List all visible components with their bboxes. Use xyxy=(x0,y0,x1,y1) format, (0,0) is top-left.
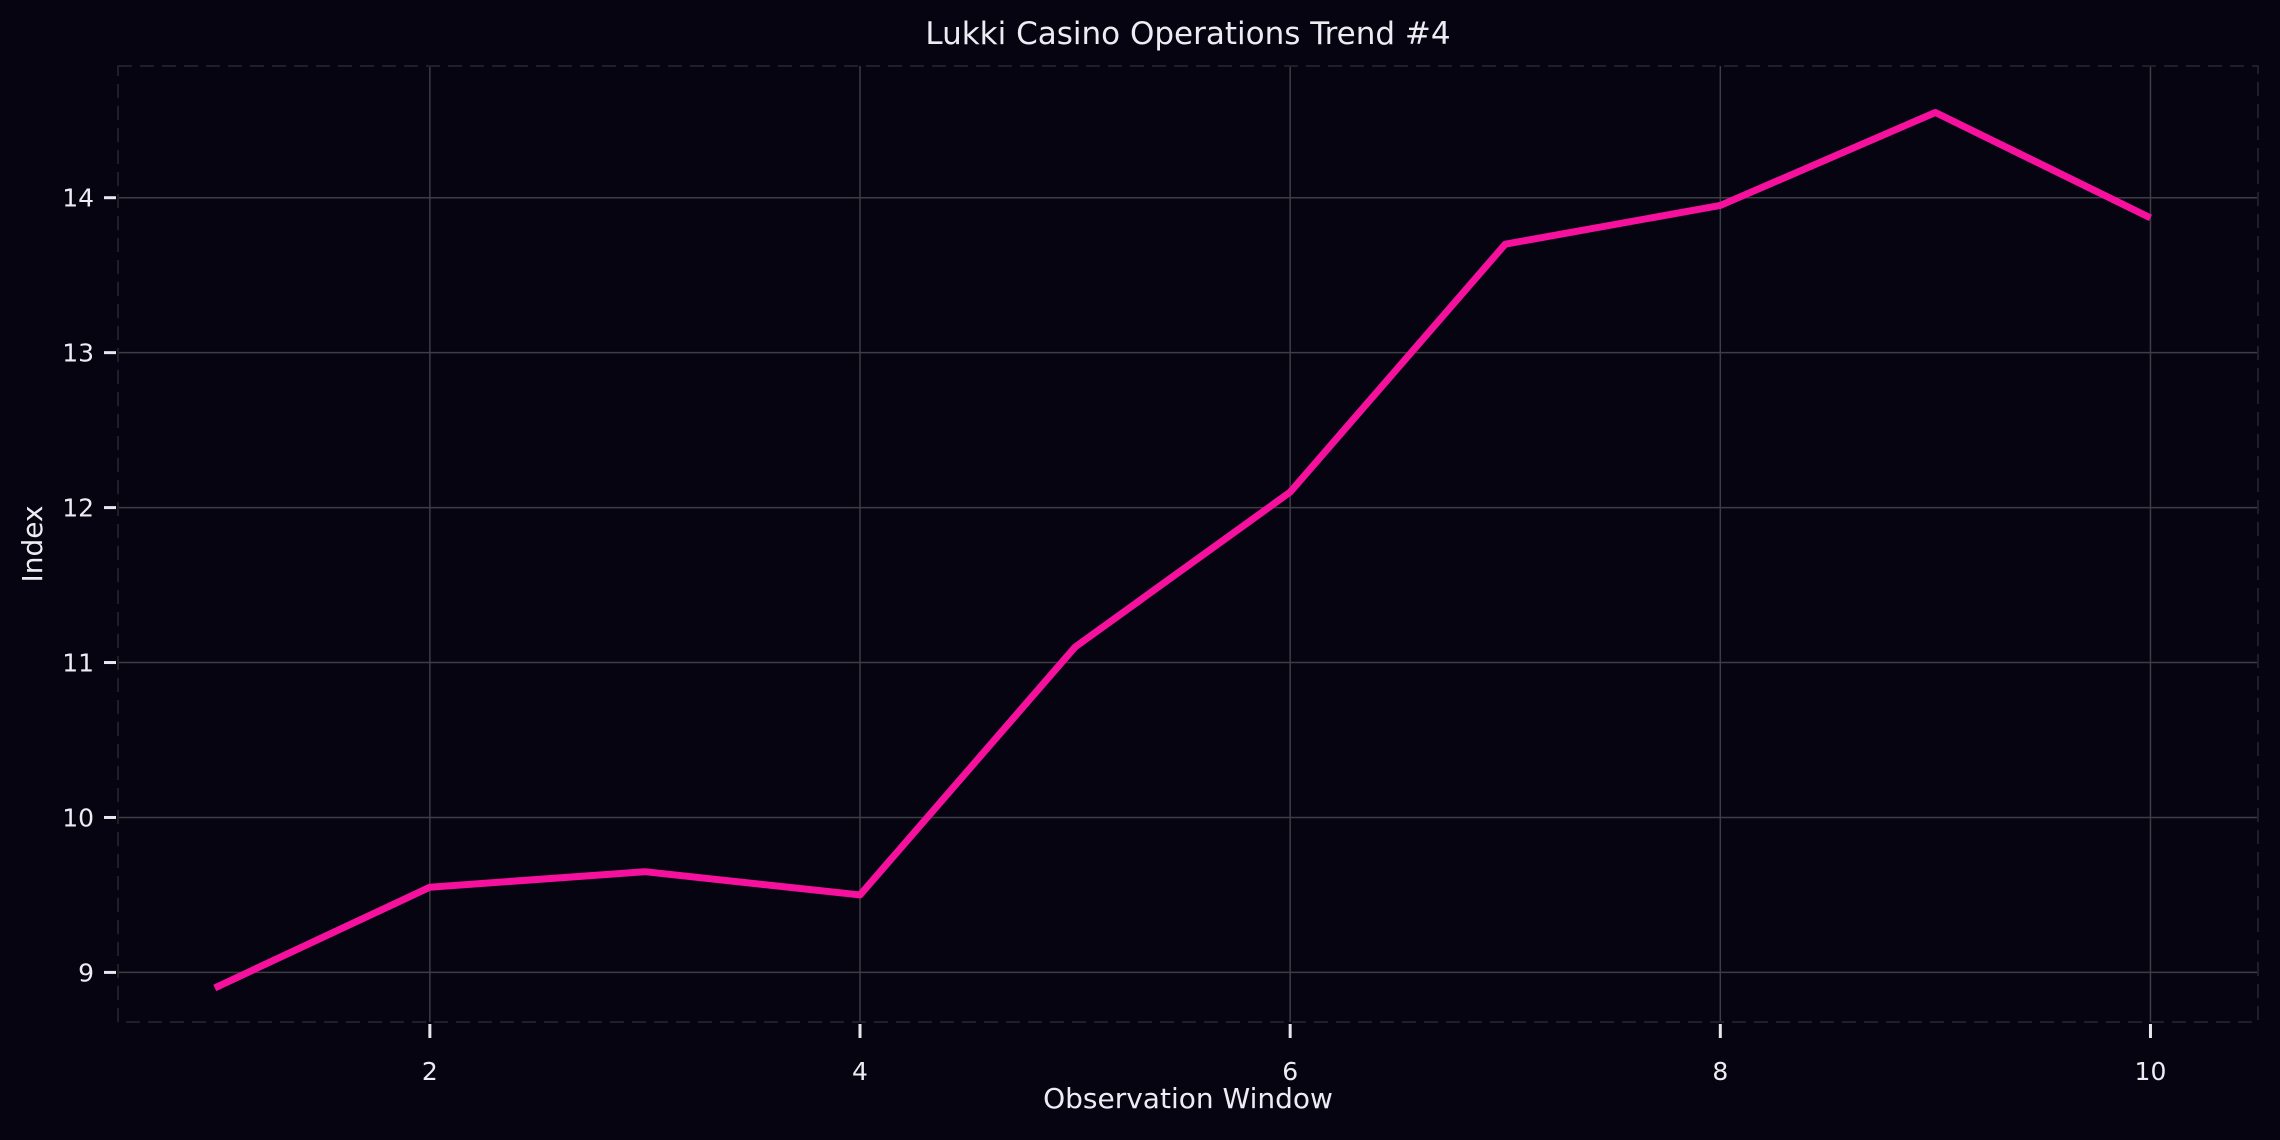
y-tick-label: 9 xyxy=(78,958,94,987)
x-tick-label: 4 xyxy=(852,1057,868,1086)
chart-title: Lukki Casino Operations Trend #4 xyxy=(925,16,1450,52)
y-tick-label: 13 xyxy=(62,339,94,368)
y-tick-label: 10 xyxy=(62,803,94,832)
y-tick-labels: 9 10 11 12 13 14 xyxy=(62,184,94,988)
x-tick-label: 2 xyxy=(422,1057,438,1086)
x-tick-label: 8 xyxy=(1712,1057,1728,1086)
data-line xyxy=(213,108,2153,992)
plot-border xyxy=(117,65,2259,1023)
y-tick-label: 11 xyxy=(62,649,94,678)
x-axis-label: Observation Window xyxy=(1043,1082,1333,1115)
axis-tick-marks xyxy=(104,196,2152,1038)
y-axis-label: Index xyxy=(16,505,49,582)
y-tick-label: 12 xyxy=(62,494,94,523)
gridlines xyxy=(118,66,2258,1022)
x-tick-labels: 2 4 6 8 10 xyxy=(422,1057,2166,1086)
x-tick-label: 6 xyxy=(1282,1057,1298,1086)
y-tick-label: 14 xyxy=(62,184,94,213)
x-tick-label: 10 xyxy=(2135,1057,2167,1086)
